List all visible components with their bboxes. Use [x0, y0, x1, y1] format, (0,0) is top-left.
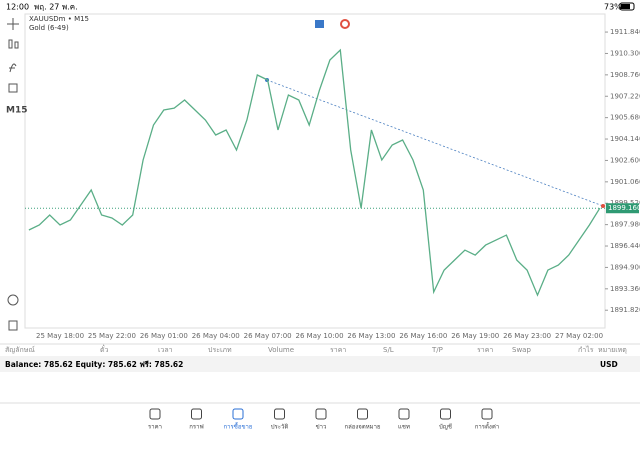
y-tick-label: 1908.760	[610, 71, 640, 79]
indicator-icon[interactable]	[9, 63, 17, 73]
candles-icon[interactable]	[8, 39, 13, 49]
column-header[interactable]: กำไร	[578, 345, 594, 354]
column-header[interactable]: ราคา	[477, 346, 493, 354]
current-price-box	[606, 203, 639, 214]
nav-label[interactable]: การตั้งค่า	[475, 421, 499, 431]
x-tick-label: 26 May 19:00	[451, 332, 499, 340]
status-time: 12:00	[6, 3, 29, 12]
price-line	[28, 48, 601, 297]
x-tick-label: 26 May 23:00	[503, 332, 551, 340]
y-tick-label: 1896.440	[610, 242, 640, 250]
timeframe[interactable]: M15	[6, 106, 27, 116]
y-tick-label: 1905.680	[610, 114, 640, 122]
column-header[interactable]: T/P	[431, 346, 443, 354]
crosshair-icon[interactable]	[7, 18, 19, 30]
battery: 73%	[604, 3, 622, 12]
current-price-label: 1899.160	[608, 204, 640, 212]
nav-icon[interactable]	[481, 408, 493, 420]
nav-icon[interactable]	[398, 408, 410, 420]
column-header[interactable]: เวลา	[158, 346, 173, 354]
symbol: XAUUSDm • M15	[29, 15, 89, 23]
y-tick-label: 1907.220	[610, 92, 640, 100]
template-icon[interactable]	[8, 320, 18, 331]
column-header[interactable]: สัญลักษณ์	[5, 346, 35, 354]
nav-icon[interactable]	[315, 408, 327, 420]
currency: USD	[600, 360, 618, 369]
x-tick-label: 26 May 16:00	[399, 332, 447, 340]
battery-level	[621, 4, 630, 9]
y-tick-label: 1893.360	[610, 285, 640, 293]
nav-label[interactable]: กราฟ	[189, 424, 203, 431]
x-tick-label: 26 May 04:00	[192, 332, 240, 340]
y-tick-label: 1897.980	[610, 221, 640, 229]
y-tick-label: 1891.820	[610, 306, 640, 314]
nav-label[interactable]: ข่าว	[316, 424, 327, 431]
y-tick-label: 1901.060	[610, 178, 640, 186]
signal-icon[interactable]	[340, 19, 350, 29]
column-header[interactable]: S/L	[383, 346, 394, 354]
y-tick-label: 1911.840	[610, 28, 640, 36]
column-header[interactable]: ประเภท	[208, 346, 232, 354]
column-header[interactable]: Volume	[268, 346, 294, 354]
analytics-icon[interactable]	[7, 294, 19, 306]
x-tick-label: 26 May 13:00	[347, 332, 395, 340]
nav-icon[interactable]	[149, 408, 161, 420]
balance: Balance: 785.62 Equity: 785.62 ฟรี: 785.…	[5, 360, 183, 369]
nav-label[interactable]: ราคา	[148, 424, 162, 431]
nav-label[interactable]: กล่องจดหมาย	[344, 424, 380, 431]
nav-icon[interactable]	[274, 408, 285, 420]
column-header[interactable]: หมายเหตุ	[598, 346, 627, 354]
x-tick-label: 25 May 18:00	[36, 332, 84, 340]
nav-label[interactable]: แชท	[398, 424, 410, 431]
y-tick-label: 1902.600	[610, 156, 640, 164]
x-tick-label: 27 May 02:00	[555, 332, 603, 340]
x-tick-label: 26 May 07:00	[244, 332, 292, 340]
nav-label[interactable]: ประวัติ	[271, 424, 289, 431]
y-tick-label: 1894.900	[610, 263, 640, 271]
balance-bar	[0, 356, 640, 372]
column-header[interactable]: ตั๋ว	[100, 345, 109, 354]
x-tick-label: 26 May 01:00	[140, 332, 188, 340]
x-tick-label: 25 May 22:00	[88, 332, 136, 340]
chart-frame	[24, 13, 606, 329]
trend-anchor[interactable]	[601, 204, 605, 208]
nav-icon[interactable]	[232, 408, 244, 420]
y-tick-label: 1904.140	[610, 135, 640, 143]
status-date: พฤ. 27 พ.ค.	[34, 3, 78, 12]
nav-label[interactable]: บัญชี	[439, 423, 452, 431]
nav-icon[interactable]	[440, 408, 451, 420]
objects-icon[interactable]	[8, 83, 18, 93]
nav-icon[interactable]	[191, 408, 202, 420]
nav-icon[interactable]	[357, 408, 368, 420]
battery-icon	[619, 2, 635, 11]
nav-label[interactable]: การซื้อขาย	[224, 421, 253, 431]
y-tick-label: 1899.520	[610, 199, 640, 207]
toolbar	[7, 18, 19, 331]
x-tick-label: 26 May 10:00	[296, 332, 344, 340]
column-header[interactable]: ราคา	[330, 346, 346, 354]
y-tick-label: 1910.300	[610, 49, 640, 57]
trade-button[interactable]	[315, 20, 324, 28]
description: Gold (6-49)	[29, 24, 69, 32]
column-header[interactable]: Swap	[512, 346, 531, 354]
